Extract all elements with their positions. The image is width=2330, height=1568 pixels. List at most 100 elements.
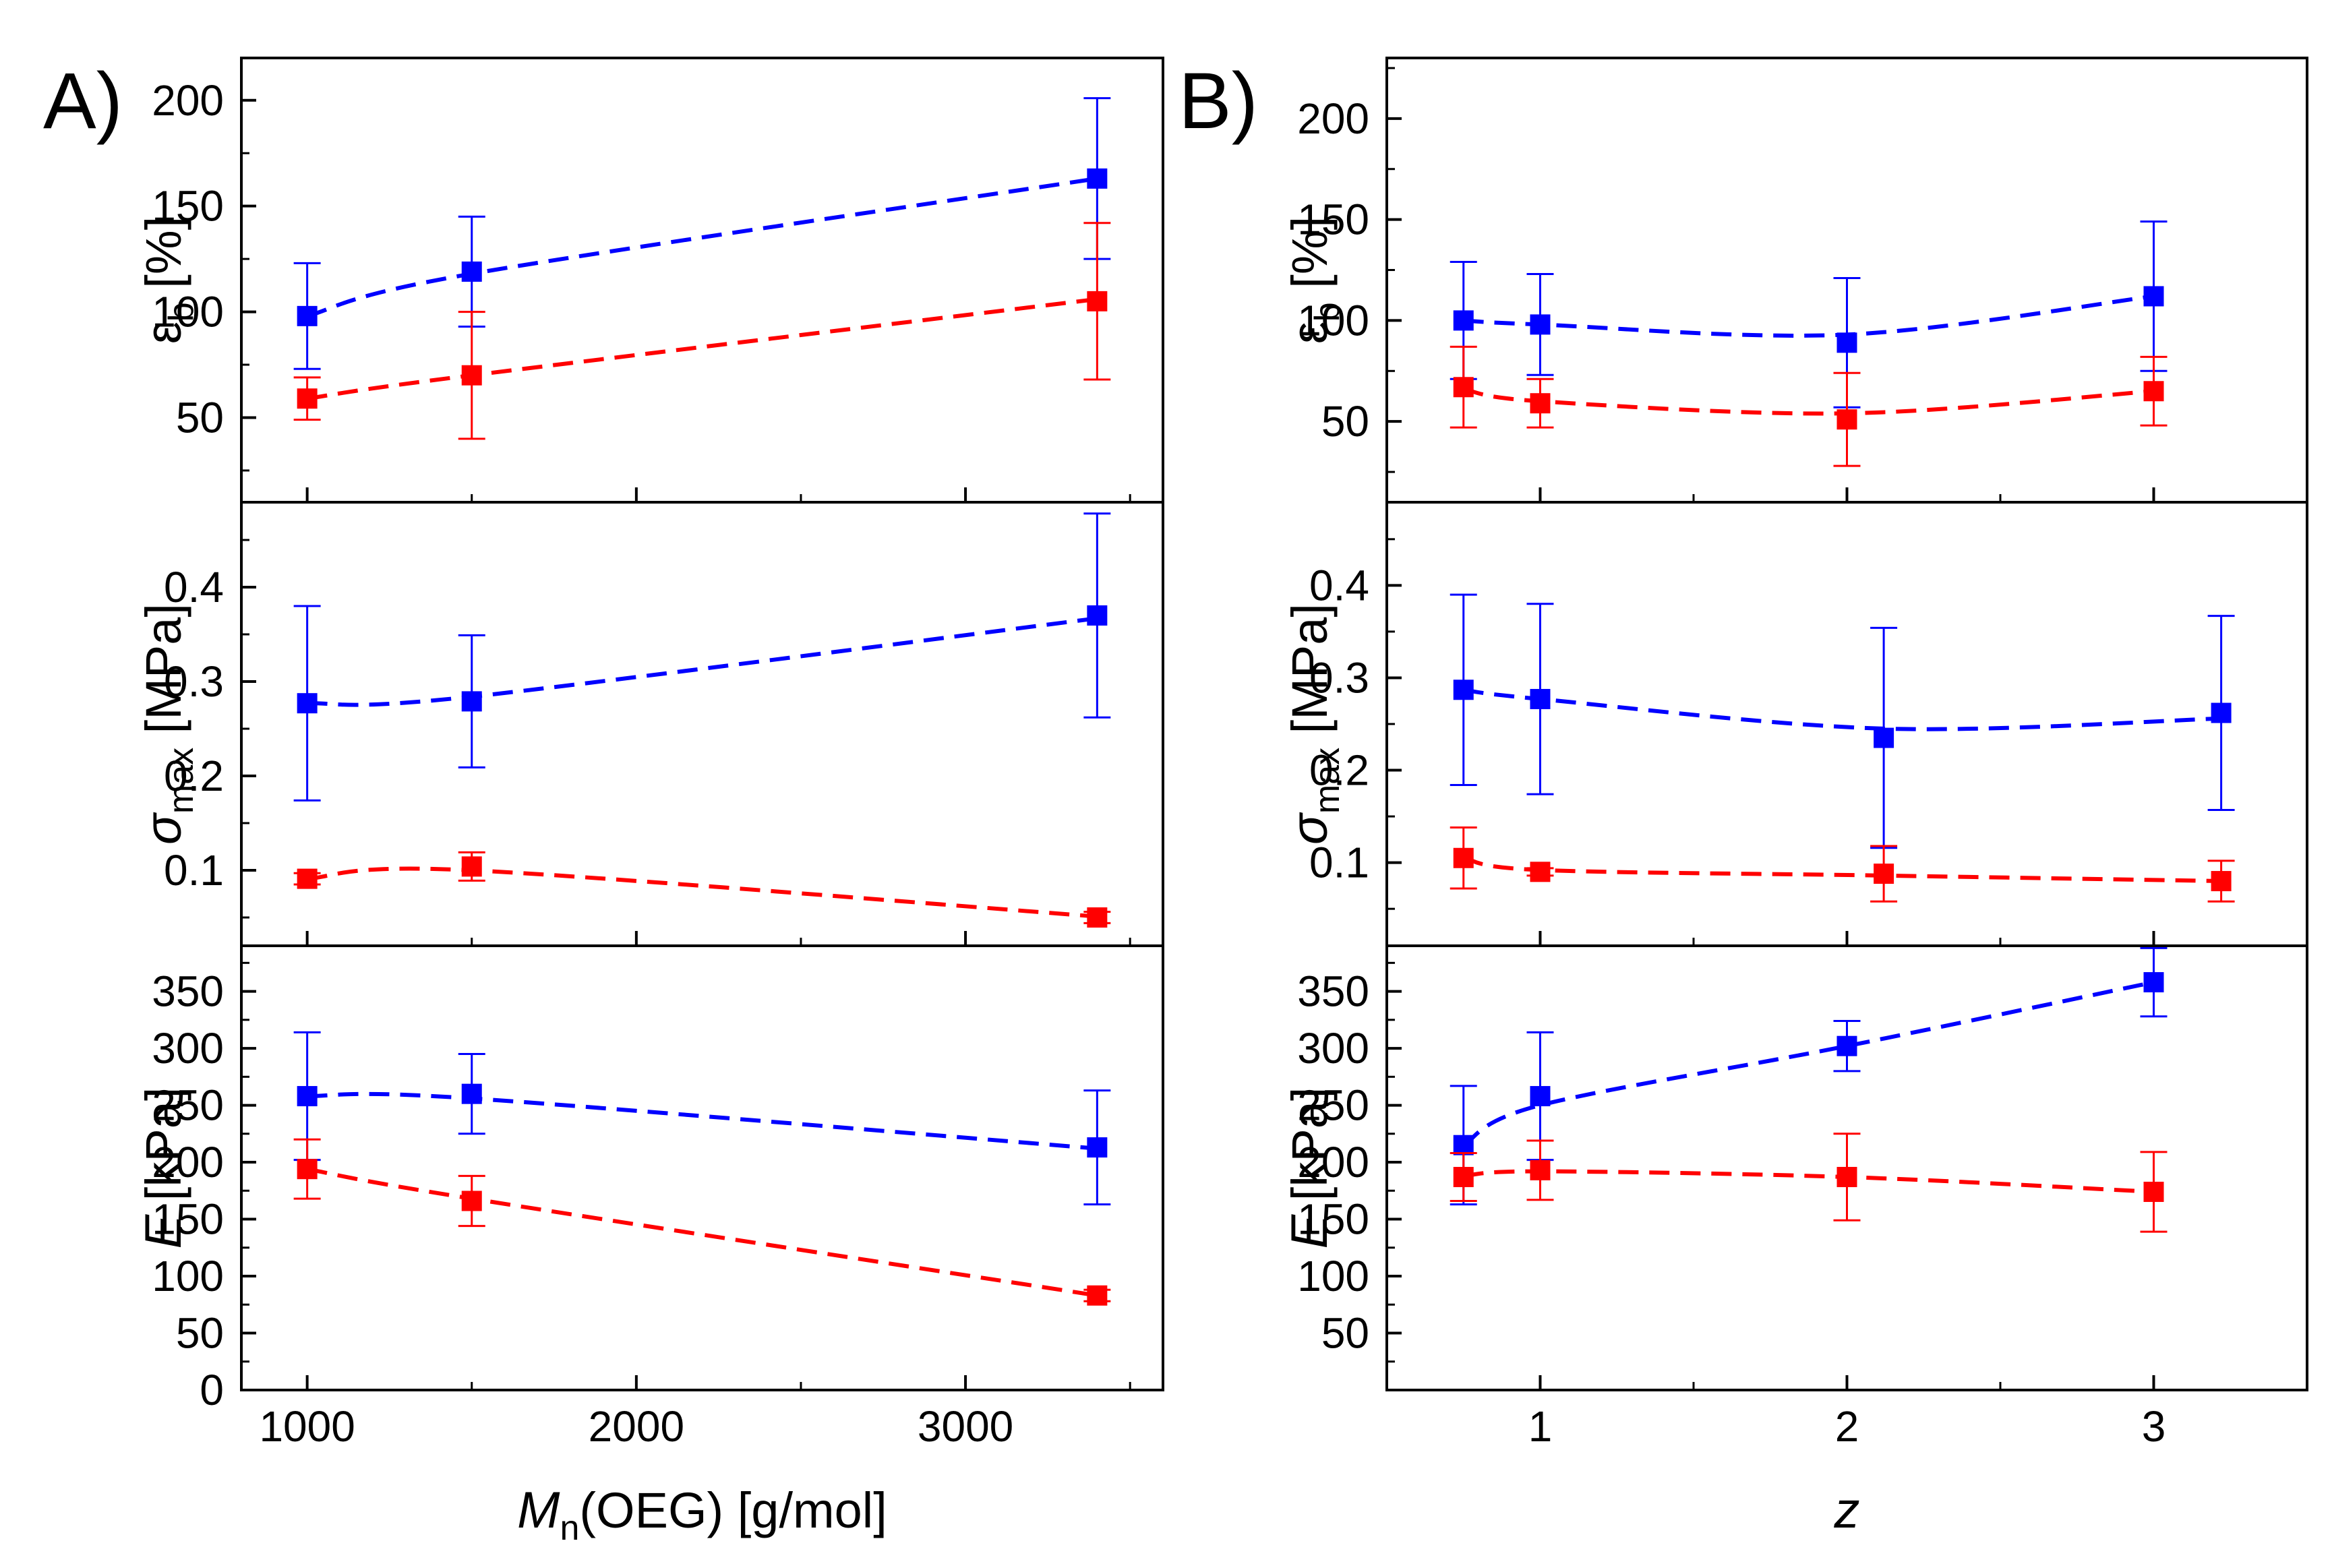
data-point xyxy=(1836,1167,1857,1188)
data-point xyxy=(461,365,482,386)
y-tick-label: 200 xyxy=(1297,94,1369,143)
y-tick-label: 200 xyxy=(152,76,224,125)
plot-frame xyxy=(240,501,1164,947)
trend-line xyxy=(1463,294,2154,338)
y-tick-label: 150 xyxy=(1297,1195,1369,1244)
y-axis-title-unit: [MPa] xyxy=(136,603,191,748)
plot-frame xyxy=(1385,944,2308,1391)
data-point xyxy=(461,1083,482,1104)
y-axis-title-sub: max xyxy=(1308,748,1347,814)
x-tick-label: 3000 xyxy=(918,1402,1013,1451)
data-point xyxy=(1087,1137,1108,1158)
data-point xyxy=(2143,381,2164,402)
series-blue xyxy=(293,97,1111,370)
y-axis-title-main: σ xyxy=(135,812,192,845)
trend-line xyxy=(306,176,1098,318)
data-point xyxy=(297,693,318,714)
x-tick-label: 2000 xyxy=(589,1402,684,1451)
subplot-3: 50 100 150 200 250 300 350 E [kPa] 1 2 3 xyxy=(1281,944,2308,1451)
y-tick-label: 150 xyxy=(152,1195,224,1244)
y-tick-label: 0.3 xyxy=(164,657,224,706)
y-axis-title-main: E xyxy=(135,1213,192,1248)
y-axis-title: σmax [MPa] xyxy=(135,603,201,845)
data-point xyxy=(461,261,482,282)
y-axis-title-unit: [kPa] xyxy=(136,1087,191,1215)
trend-line xyxy=(1463,855,2221,884)
y-axis-title-unit: [%] xyxy=(136,216,191,302)
data-point xyxy=(461,856,482,877)
trend-line xyxy=(307,616,1098,707)
data-point xyxy=(1836,332,1857,353)
x-axis-title-main: z xyxy=(1834,1482,1860,1539)
y-tick-label: 350 xyxy=(152,967,224,1016)
data-point xyxy=(1453,680,1474,700)
y-tick-label: 100 xyxy=(152,1252,224,1300)
data-point xyxy=(1874,864,1894,884)
data-point xyxy=(297,388,318,409)
data-point xyxy=(461,1190,482,1211)
y-tick-label: 250 xyxy=(152,1081,224,1130)
y-axis-title: εb [%] xyxy=(136,216,201,344)
subplot-1: 50 100 150 200 εb [%] xyxy=(1282,57,2308,504)
series-blue xyxy=(1450,946,2168,1206)
trend-line xyxy=(307,1167,1098,1298)
y-tick-label: 50 xyxy=(176,393,224,442)
x-tick-label: 2 xyxy=(1835,1402,1859,1451)
series-blue xyxy=(1450,593,2235,849)
y-axis-title-unit: [MPa] xyxy=(1282,603,1338,748)
plot-frame xyxy=(240,57,1164,504)
trend-line xyxy=(1462,980,2155,1147)
y-axis-title-unit: [%] xyxy=(1282,216,1338,302)
y-tick-label: 100 xyxy=(1297,296,1369,344)
plot-frame xyxy=(1385,501,2308,947)
data-point xyxy=(297,1159,318,1180)
series-red xyxy=(1450,345,2168,467)
x-tick-label: 1000 xyxy=(259,1402,355,1451)
data-point xyxy=(297,305,318,326)
data-point xyxy=(1836,409,1857,430)
panel-letter: A) xyxy=(43,57,123,146)
trend-line xyxy=(1463,387,2154,416)
y-axis-title: E [kPa] xyxy=(1281,1087,1338,1249)
y-tick-label: 350 xyxy=(1297,967,1369,1016)
y-axis-title-main: ε xyxy=(136,322,191,344)
y-tick-label: 50 xyxy=(176,1309,224,1358)
data-point xyxy=(2143,972,2164,993)
y-axis-title-sub: b xyxy=(1308,302,1347,322)
data-point xyxy=(297,868,318,889)
data-point xyxy=(461,691,482,712)
y-tick-label: 300 xyxy=(1297,1024,1369,1073)
y-axis-title-main: E xyxy=(1281,1213,1338,1248)
y-tick-label: 50 xyxy=(1321,1309,1369,1358)
y-tick-label: 0.1 xyxy=(1309,839,1369,887)
y-tick-label: 0.4 xyxy=(164,563,224,611)
data-point xyxy=(1530,393,1551,414)
y-axis-title-sub: b xyxy=(162,302,201,322)
subplot-1: 50 100 150 200 εb [%] xyxy=(136,57,1164,504)
trend-line xyxy=(307,297,1098,401)
series-red xyxy=(1450,1133,2168,1233)
y-tick-label: 100 xyxy=(1297,1252,1369,1300)
y-tick-label: 0.4 xyxy=(1309,561,1369,609)
x-axis-title-main: M xyxy=(517,1482,560,1539)
data-point xyxy=(1836,1035,1857,1056)
y-axis-title-main: σ xyxy=(1281,812,1338,845)
series-blue xyxy=(293,1031,1111,1206)
data-point xyxy=(1453,1135,1474,1155)
y-tick-label: 200 xyxy=(152,1138,224,1186)
data-point xyxy=(1453,1167,1474,1188)
series-red xyxy=(293,1138,1111,1306)
y-tick-label: 150 xyxy=(1297,195,1369,244)
panel-letter: B) xyxy=(1178,57,1258,146)
data-point xyxy=(1530,862,1551,882)
series-blue xyxy=(1450,220,2168,409)
y-tick-label: 300 xyxy=(152,1024,224,1073)
y-tick-label: 0.2 xyxy=(1309,746,1369,795)
data-point xyxy=(1530,1086,1551,1107)
x-tick-label: 1 xyxy=(1528,1402,1553,1451)
data-point xyxy=(2211,871,2232,892)
